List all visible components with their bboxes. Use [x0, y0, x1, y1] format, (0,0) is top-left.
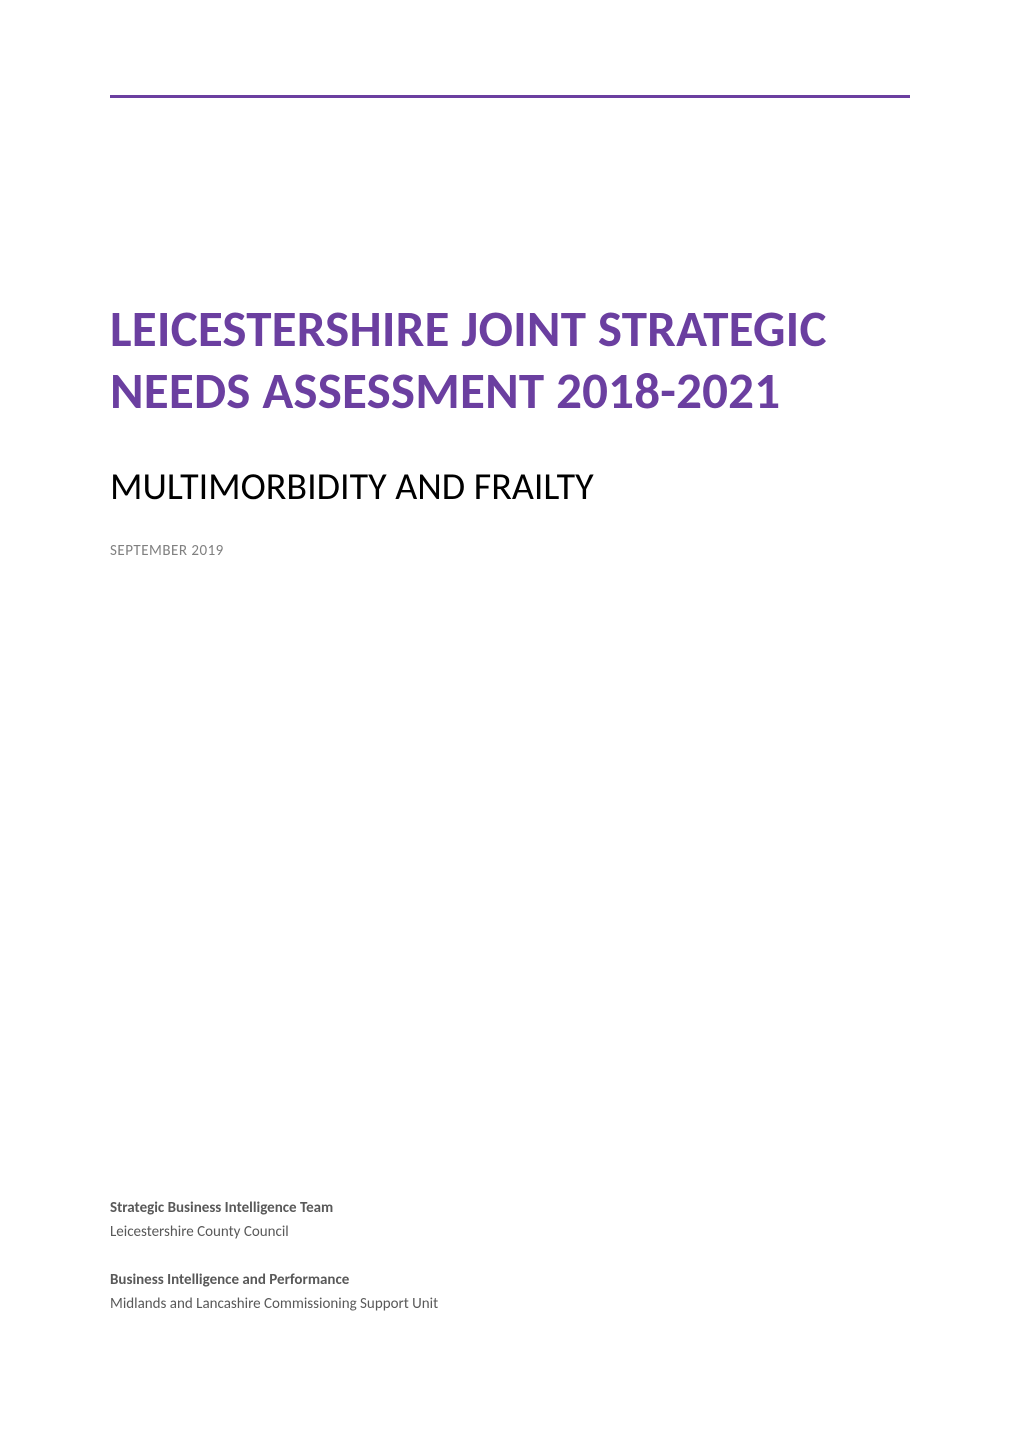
cover-page: LEICESTERSHIRE JOINT STRATEGIC NEEDS ASS… — [0, 0, 1020, 1441]
team2-name: Business Intelligence and Performance — [110, 1271, 438, 1289]
document-date: SEPTEMBER 2019 — [110, 542, 910, 560]
title-rule — [110, 95, 910, 98]
team2-org: Midlands and Lancashire Commissioning Su… — [110, 1295, 438, 1313]
team1-org: Leicestershire County Council — [110, 1223, 438, 1241]
footer-credits: Strategic Business Intelligence Team Lei… — [110, 1199, 438, 1313]
team1-name: Strategic Business Intelligence Team — [110, 1199, 438, 1217]
document-title: LEICESTERSHIRE JOINT STRATEGIC NEEDS ASS… — [110, 298, 910, 422]
document-subtitle: MULTIMORBIDITY AND FRAILTY — [110, 464, 910, 512]
